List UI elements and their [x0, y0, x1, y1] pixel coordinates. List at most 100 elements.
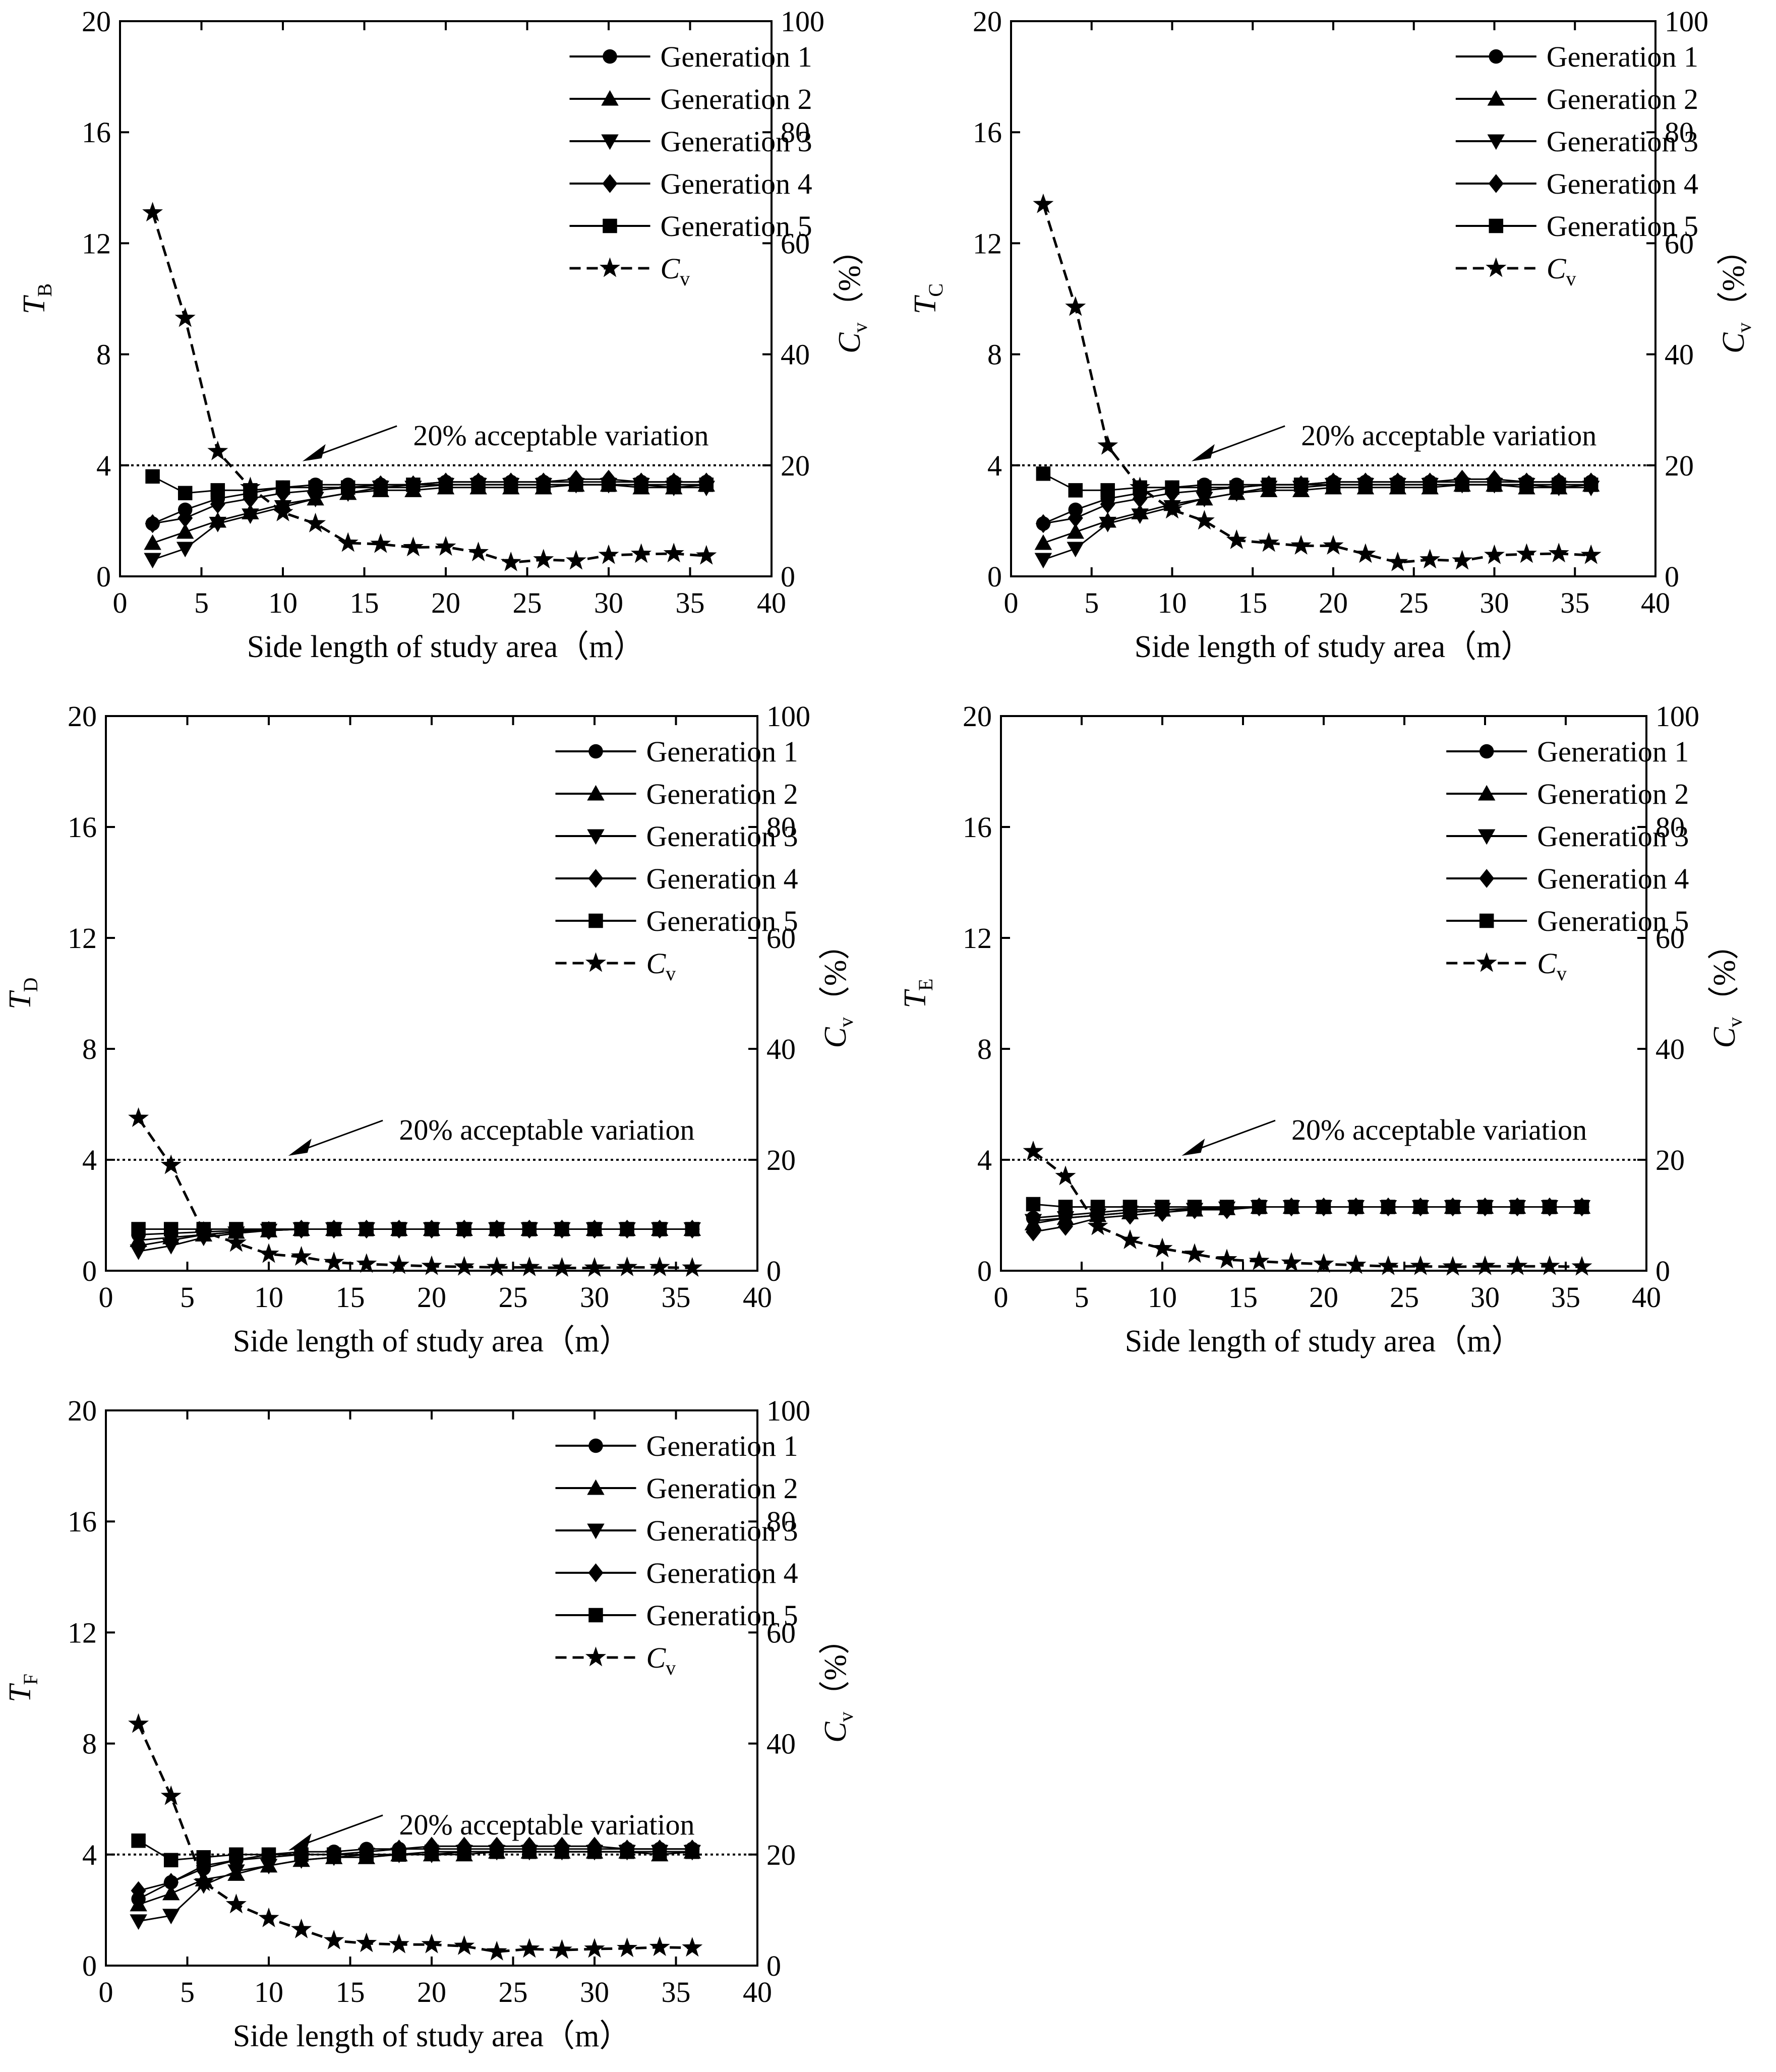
data-point	[1413, 1200, 1428, 1214]
legend-subscript: v	[1566, 267, 1576, 290]
y-left-tick-label: 12	[68, 1616, 97, 1649]
data-point	[555, 1845, 569, 1859]
y-left-tick-label: 16	[68, 1505, 97, 1538]
y-left-tick-label: 8	[82, 1728, 97, 1760]
data-point	[145, 514, 160, 534]
annotation-arrow-shaft	[311, 425, 397, 458]
data-point	[1390, 478, 1405, 492]
y-right-tick-label: 20	[1665, 449, 1694, 482]
data-point	[424, 1222, 439, 1236]
data-point	[130, 1914, 147, 1930]
data-point	[210, 495, 225, 514]
data-point	[1033, 193, 1054, 213]
legend-label: Generation 4	[646, 862, 798, 895]
data-point	[503, 478, 518, 492]
data-point	[356, 1253, 377, 1273]
data-point	[489, 1845, 504, 1859]
data-point	[652, 1845, 667, 1859]
legend-label: Generation 4	[646, 1557, 798, 1589]
y-left-tick-label: 8	[977, 1033, 992, 1065]
y-right-unit: （%）	[818, 928, 853, 1017]
x-tick-label: 15	[350, 586, 379, 619]
x-tick-label: 10	[1148, 1281, 1177, 1314]
data-point	[1410, 1255, 1431, 1275]
y-right-tick-label: 80	[1665, 116, 1694, 149]
data-point	[1058, 1217, 1073, 1236]
y-right-tick-label: 80	[766, 811, 796, 844]
x-tick-label: 40	[743, 1281, 772, 1314]
x-tick-label: 35	[1551, 1281, 1580, 1314]
y-right-subscript: v	[1724, 1017, 1746, 1027]
y-left-tick-label: 20	[68, 700, 97, 733]
chart-panel-D: 0 5 10 15 20 25 30 35 40048121620020406080100Sid…	[3, 700, 857, 1358]
legend-marker	[1487, 90, 1505, 106]
series-line	[151, 212, 706, 564]
legend-item: Generation 1	[555, 735, 798, 768]
data-point	[634, 478, 648, 492]
data-point	[696, 545, 717, 565]
y-left-tick-label: 8	[82, 1033, 97, 1065]
y-right-tick-label: 100	[766, 1394, 810, 1427]
y-left-tick-label: 16	[973, 116, 1002, 149]
data-point	[144, 534, 161, 550]
y-right-tick-label: 40	[1655, 1033, 1685, 1065]
y-right-axis-title: Cv（%）	[818, 1623, 857, 1743]
data-point	[454, 1935, 475, 1955]
series-cv	[1033, 193, 1602, 571]
y-left-tick-label: 12	[82, 227, 111, 260]
y-left-tick-label: 4	[96, 449, 111, 482]
data-point	[163, 1222, 179, 1236]
data-point	[620, 1222, 634, 1236]
y-left-symbol: T	[908, 294, 942, 314]
data-point	[1023, 1140, 1044, 1160]
legend-item: Generation 2	[555, 1472, 798, 1505]
series-generation-2	[144, 476, 716, 550]
annotation-arrow-shaft	[1200, 425, 1285, 458]
data-point	[1507, 1255, 1528, 1275]
legend-marker	[1476, 952, 1497, 972]
y-right-tick-label: 40	[1665, 338, 1694, 371]
data-point	[1516, 543, 1537, 563]
series-line	[1042, 204, 1591, 564]
legend-marker	[1487, 134, 1505, 150]
legend-label: Generation 5	[1537, 905, 1689, 937]
threshold-annotation: 20% acceptable variation	[413, 419, 708, 452]
y-right-tick-label: 100	[781, 5, 824, 38]
y-right-axis-title: Cv（%）	[1716, 234, 1755, 353]
data-point	[522, 1222, 537, 1236]
legend-label: Cv	[646, 947, 676, 985]
y-right-tick-label: 100	[1665, 5, 1708, 38]
data-point	[1026, 1222, 1041, 1241]
data-point	[162, 1909, 180, 1925]
data-point	[1068, 508, 1083, 528]
x-tick-label: 30	[1480, 586, 1509, 619]
y-left-tick-label: 20	[963, 700, 992, 733]
x-tick-label: 15	[336, 1976, 365, 2008]
data-point	[457, 1845, 471, 1859]
x-axis-title: Side length of study area（m）	[1135, 630, 1532, 664]
legend-symbol: C	[1547, 252, 1567, 285]
data-point	[1162, 499, 1182, 519]
legend-label: Generation 1	[1537, 735, 1689, 768]
data-point	[261, 1847, 276, 1862]
data-point	[337, 532, 359, 552]
legend-symbol: C	[646, 1641, 666, 1674]
series-line	[138, 1840, 692, 1861]
legend-item: Generation 5	[555, 1599, 798, 1632]
y-left-tick-label: 0	[82, 1255, 97, 1287]
x-tick-label: 0	[99, 1281, 113, 1314]
x-tick-label: 20	[417, 1976, 446, 2008]
y-right-tick-label: 60	[781, 227, 810, 260]
threshold-annotation: 20% acceptable variation	[1291, 1113, 1587, 1146]
data-point	[1099, 516, 1116, 532]
legend-label: Generation 1	[1547, 40, 1698, 73]
y-right-tick-label: 40	[781, 338, 810, 371]
y-right-tick-label: 20	[766, 1839, 796, 1871]
y-left-tick-label: 20	[82, 5, 111, 38]
y-right-subscript: v	[849, 323, 871, 333]
y-left-subscript: D	[19, 977, 42, 992]
data-point	[193, 1871, 214, 1891]
legend-marker	[1489, 49, 1504, 64]
y-left-symbol: T	[17, 294, 51, 314]
data-point	[1519, 478, 1534, 492]
